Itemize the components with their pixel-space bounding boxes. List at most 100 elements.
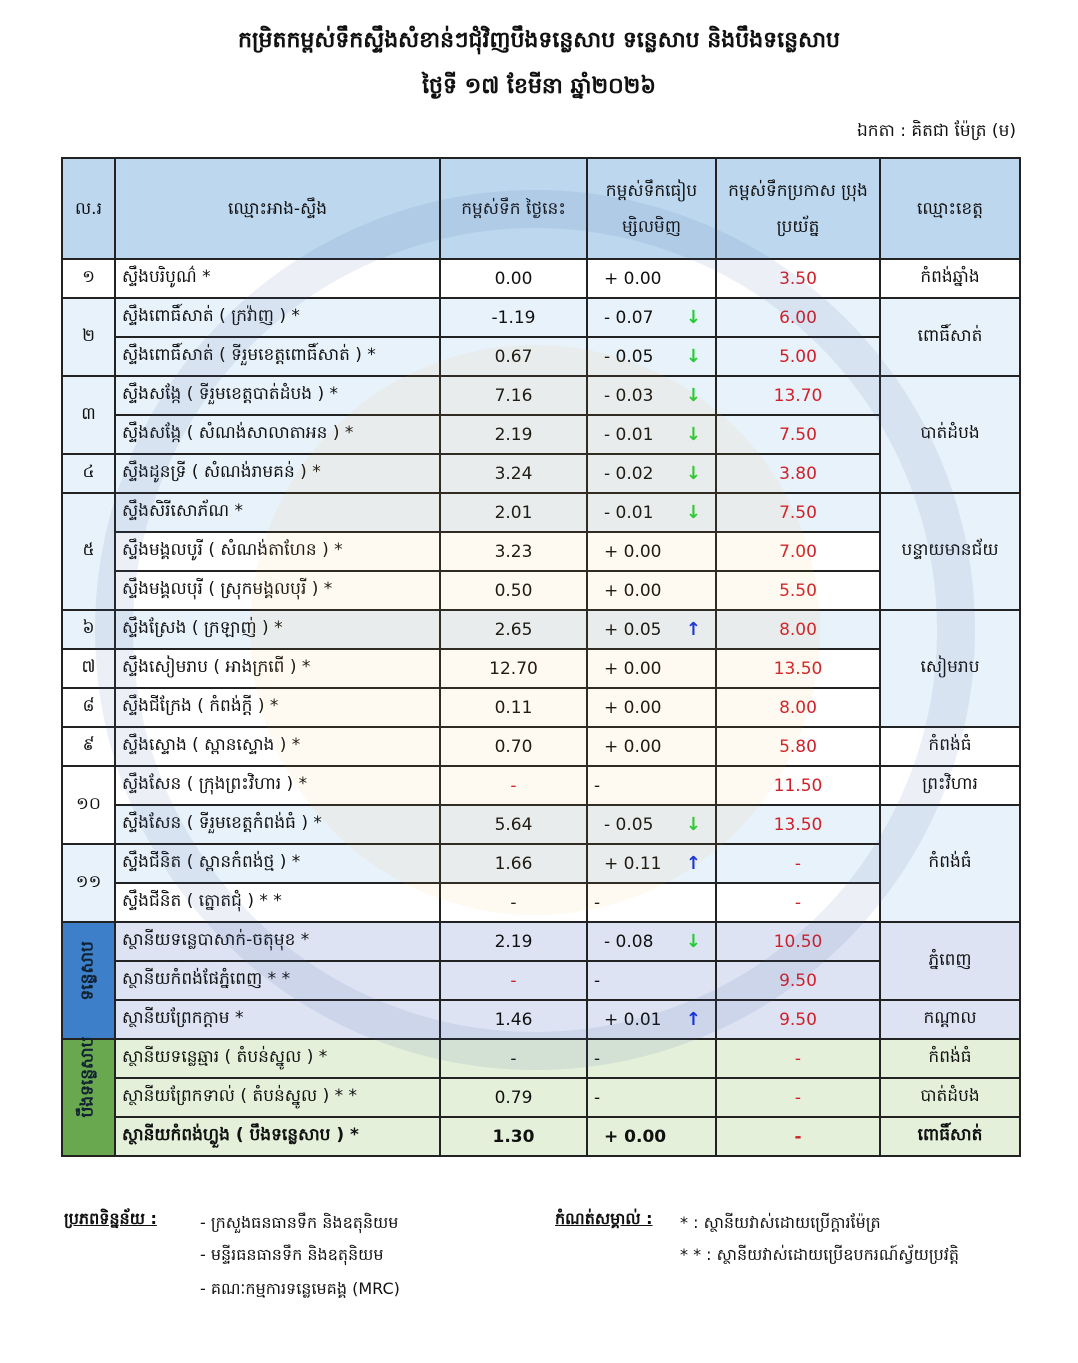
arrow-down-icon: ↓	[685, 502, 701, 523]
notes-label: កំណត់សម្គាល់ :	[555, 1209, 653, 1228]
change-value: + 0.00	[586, 570, 717, 611]
province-name: សៀមរាប	[879, 609, 1021, 728]
alarm-level: 10.50	[715, 921, 881, 962]
table-row: ៣ស្ទឹងសង្កែ ( ទីរួមខេត្តបាត់ដំបង ) * 7.16…	[61, 375, 1021, 494]
change-text: + 0.00	[604, 541, 662, 562]
note-item: * * : ស្ថានីយវាស់ដោយប្រើឧបករណ៍ស្វ័យប្រវត…	[680, 1245, 959, 1264]
station-name: ស្ទឹងសែន ( ទីរួមខេត្តកំពង់ធំ ) *	[114, 804, 441, 845]
today-level: 12.70	[439, 648, 588, 689]
station-name: ស្ទឹងជីនិត ( ស្ពានកំពង់ថ្ម ) *	[114, 843, 441, 884]
change-value: -	[586, 1038, 717, 1079]
change-value: + 0.00	[586, 1116, 717, 1157]
report-date: ថ្ងៃទី ១៧ ខែមីនា ឆ្នាំ២០២៦	[422, 74, 656, 99]
province-name: បន្ទាយមានជ័យ	[879, 492, 1021, 611]
station-name: ស្ថានីយកំពង់ផែភ្នំពេញ * *	[114, 960, 441, 1001]
province-name: បាត់ដំបង	[879, 1077, 1021, 1118]
station-name: ស្ថានីយទន្លេបាសាក់-ចតុមុខ *	[114, 921, 441, 962]
today-level: 0.11	[439, 687, 588, 728]
today-level: 0.00	[439, 258, 588, 299]
station-name: ស្ទឹងស្ទោង ( ស្ពានស្ទោង ) *	[114, 726, 441, 767]
row-number: ១១	[61, 843, 116, 923]
change-text: -	[594, 1048, 601, 1069]
change-text: -	[594, 775, 601, 796]
station-name: ស្ថានីយព្រែកក្ដាម *	[114, 999, 441, 1040]
station-name: ស្ទឹងមង្គលបូរី ( សំណង់តាហែន ) *	[114, 531, 441, 572]
change-value: - 0.01 ↓	[586, 414, 717, 455]
today-level: -	[439, 1038, 588, 1079]
today-level: 1.46	[439, 999, 588, 1040]
row-number: ៣	[61, 375, 116, 455]
change-value: - 0.05 ↓	[586, 336, 717, 377]
today-level: 2.19	[439, 921, 588, 962]
change-text: -	[594, 892, 601, 913]
arrow-down-icon: ↓	[685, 307, 701, 328]
table-row: ២ស្ទឹងពោធិ៍សាត់ ( ក្រវ៉ាញ ) * -1.19- 0.07…	[61, 297, 1021, 377]
today-level: 0.67	[439, 336, 588, 377]
station-name: ស្ថានីយទន្លេឆ្មារ ( តំបន់ស្នូល ) *	[114, 1038, 441, 1079]
change-text: - 0.01	[604, 424, 654, 445]
table-row: ១០ ស្ទឹងសែន ( ក្រុងព្រះវិហារ ) * - -11.50 ព្…	[61, 765, 1021, 845]
table-row: បឹងទន្លេសាប ស្ថានីយទន្លេឆ្មារ ( តំបន់ស្នូ…	[61, 1037, 1021, 1157]
table-row: ស្ថានីយព្រែកទាល់ ( តំបន់ស្នូល ) * * 0.79-…	[62, 1077, 1021, 1118]
header-no: ល.រ	[61, 157, 116, 260]
table-row: ១ស្ទឹងបរិបូណ៌ * 0.00 + 0.00 3.50 កំពង់ឆ្នាំង	[61, 258, 1021, 299]
change-text: - 0.01	[604, 502, 654, 523]
today-level: 1.66	[439, 843, 588, 884]
change-value: - 0.07 ↓	[586, 297, 717, 338]
province-name: ភ្នំពេញ	[879, 921, 1021, 1001]
change-value: -	[586, 765, 717, 806]
row-number: ៧	[61, 648, 116, 689]
note-item: * : ស្ថានីយវាស់ដោយប្រើក្ដារម៉ែត្រ	[680, 1213, 881, 1232]
change-value: + 0.01 ↑	[586, 999, 717, 1040]
station-name: ស្ទឹងសែន ( ក្រុងព្រះវិហារ ) *	[114, 765, 441, 806]
arrow-down-icon: ↓	[685, 424, 701, 445]
header-change: កម្ពស់ទឹកធៀប ម្សិលមិញ	[586, 157, 717, 260]
row-number: ៩	[61, 726, 116, 767]
today-level: -1.19	[439, 297, 588, 338]
station-name: ស្ទឹងស្រែង ( ក្រឡាញ់ ) *	[114, 609, 441, 650]
table-row: ស្ថានីយព្រែកក្ដាម * 1.46 + 0.01 ↑ 9.50 កណ្ដាល	[62, 999, 1021, 1040]
change-value: - 0.01 ↓	[586, 492, 717, 533]
table-row: ៤ស្ទឹងដូនទ្រី ( សំណង់រាមគន់ ) * 3.24- 0.0…	[61, 453, 1020, 494]
today-level: 2.01	[439, 492, 588, 533]
table-row: ស្ថានីយកំពង់ហ្លួង ( បឹងទន្លេសាប ) * 1.30 +…	[62, 1116, 1021, 1157]
table-row: ៦ស្ទឹងស្រែង ( ក្រឡាញ់ ) * 2.65 + 0.05 ↑ 8.00…	[61, 609, 1021, 728]
province-name: ពោធិ៍សាត់	[879, 1116, 1021, 1157]
table-row: ស្ទឹងពោធិ៍សាត់ ( ទីរួមខេត្តពោធិ៍សាត់ ) *…	[62, 336, 1020, 377]
arrow-up-icon: ↑	[685, 1009, 701, 1030]
group-label-text: ទន្លេសាប	[77, 941, 98, 1001]
alarm-level: 3.80	[715, 453, 881, 494]
change-text: - 0.02	[604, 463, 654, 484]
today-level: 3.23	[439, 531, 588, 572]
station-name: ស្ទឹងសៀមរាប ( អាងក្រពើ ) *	[114, 648, 441, 689]
province-name: ពោធិ៍សាត់	[879, 297, 1021, 377]
change-value: + 0.00	[586, 687, 717, 728]
arrow-down-icon: ↓	[685, 814, 701, 835]
change-text: + 0.01	[604, 1009, 662, 1030]
alarm-level: 5.50	[715, 570, 881, 611]
table-row: ៥ស្ទឹងសិរីសោភ័ណ * 2.01 - 0.01 ↓ 7.50 បន្ទាយមា…	[61, 492, 1021, 611]
alarm-level: -	[715, 882, 881, 923]
station-name: ស្ទឹងជីក្រែង ( កំពង់ក្ដី ) *	[114, 687, 441, 728]
change-value: - 0.03 ↓	[586, 375, 717, 416]
change-text: + 0.00	[604, 580, 662, 601]
table-row: ស្ថានីយកំពង់ផែភ្នំពេញ * * - -9.50	[62, 960, 1020, 1001]
alarm-level: -	[715, 1116, 881, 1157]
station-name: ស្ទឹងសង្កែ ( ទីរួមខេត្តបាត់ដំបង ) *	[114, 375, 441, 416]
row-number: ២	[61, 297, 116, 377]
arrow-down-icon: ↓	[685, 931, 701, 952]
change-text: + 0.00	[604, 736, 662, 757]
province-name: កណ្ដាល	[879, 999, 1021, 1040]
today-level: 0.50	[439, 570, 588, 611]
row-number: ៨	[61, 687, 116, 728]
change-text: + 0.05	[604, 619, 662, 640]
group-label-text: បឹងទន្លេសាប	[77, 1036, 98, 1118]
report-title: កម្រិតកម្ពស់ទឹកស្ទឹងសំខាន់ៗជុំវិញបឹងទន្ល…	[238, 28, 840, 53]
alarm-level: 9.50	[715, 960, 881, 1001]
today-level: 2.19	[439, 414, 588, 455]
change-text: + 0.11	[604, 853, 662, 874]
today-level: 0.70	[439, 726, 588, 767]
arrow-down-icon: ↓	[685, 385, 701, 406]
change-value: - 0.02 ↓	[586, 453, 717, 494]
change-text: + 0.00	[604, 697, 662, 718]
